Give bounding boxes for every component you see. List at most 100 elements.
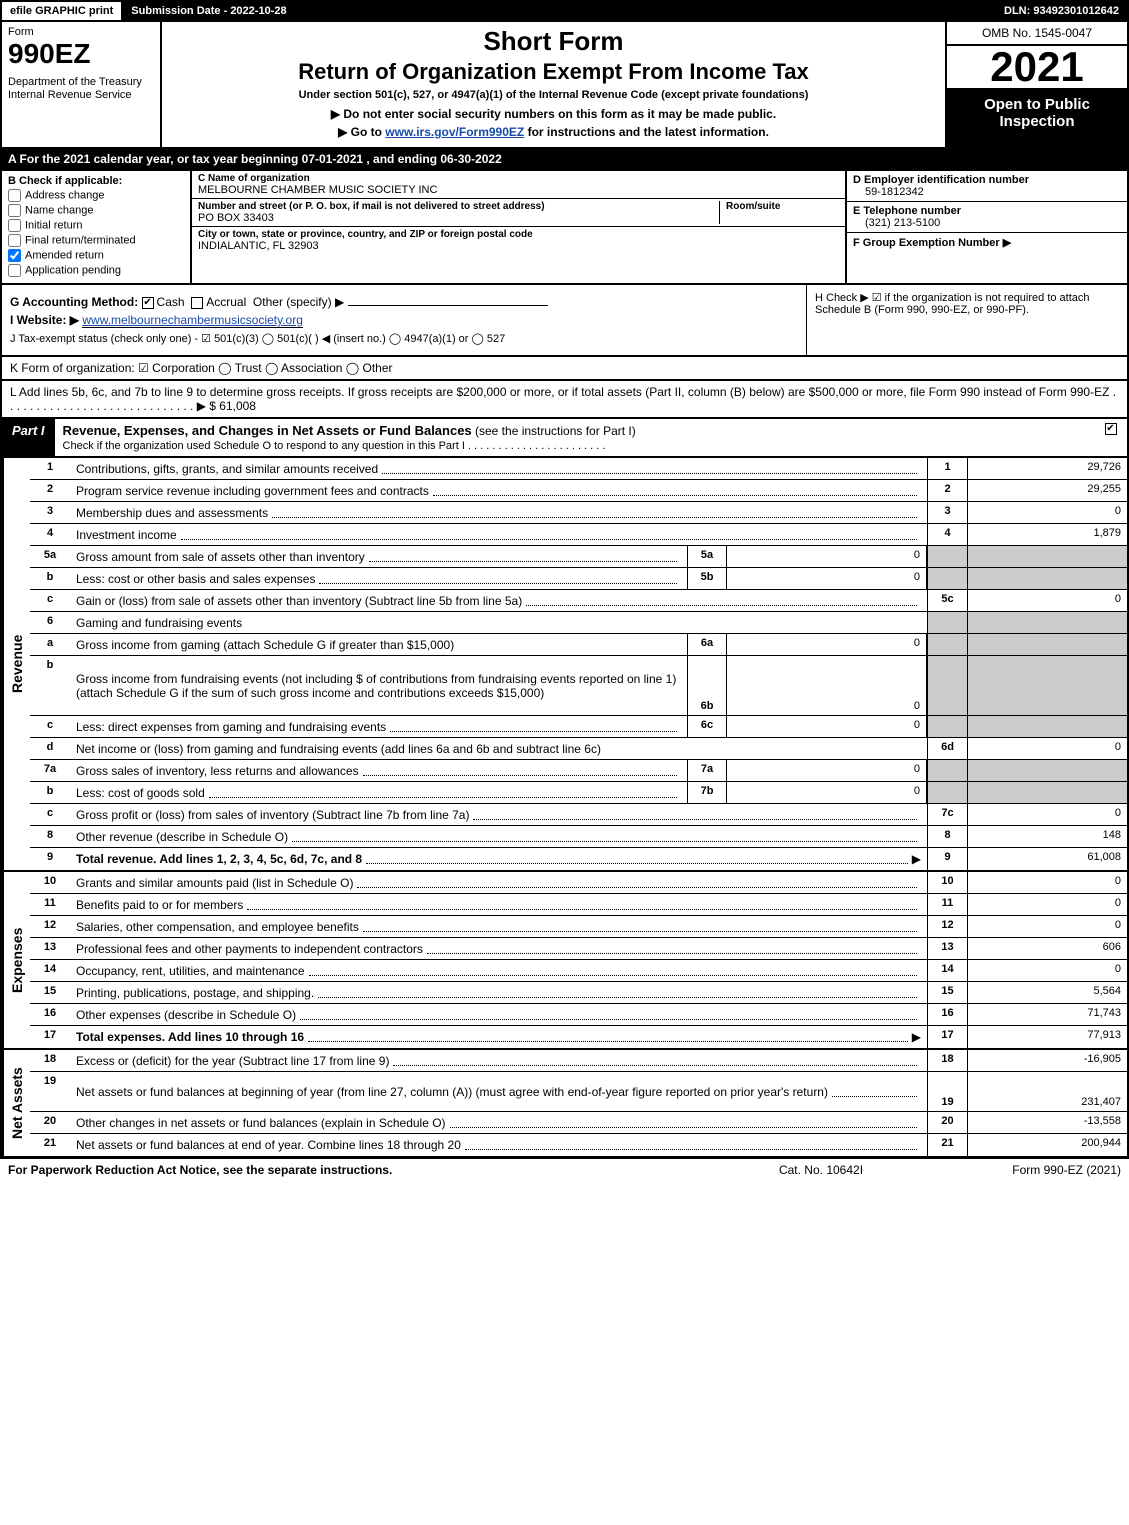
val-2: 29,255: [967, 480, 1127, 501]
val-18: -16,905: [967, 1050, 1127, 1071]
other-specify-input[interactable]: [348, 305, 548, 306]
part-1-tab: Part I: [2, 419, 55, 456]
net-assets-section: Net Assets 18Excess or (deficit) for the…: [2, 1048, 1127, 1156]
chk-address-change[interactable]: Address change: [8, 189, 184, 202]
section-d: D Employer identification number 59-1812…: [847, 171, 1127, 202]
val-14: 0: [967, 960, 1127, 981]
val-9: 61,008: [967, 848, 1127, 870]
form-header: Form 990EZ Department of the Treasury In…: [0, 22, 1129, 149]
efile-print[interactable]: efile GRAPHIC print: [2, 2, 123, 20]
line-6d: dNet income or (loss) from gaming and fu…: [30, 738, 1127, 760]
line-7a: 7aGross sales of inventory, less returns…: [30, 760, 1127, 782]
line-19: 19Net assets or fund balances at beginni…: [30, 1072, 1127, 1112]
part-1-header: Part I Revenue, Expenses, and Changes in…: [0, 419, 1129, 458]
vlabel-revenue: Revenue: [2, 458, 30, 870]
org-name: MELBOURNE CHAMBER MUSIC SOCIETY INC: [198, 184, 839, 196]
tax-year: 2021: [947, 46, 1127, 90]
line-15: 15Printing, publications, postage, and s…: [30, 982, 1127, 1004]
line-5a: 5aGross amount from sale of assets other…: [30, 546, 1127, 568]
chk-application-pending[interactable]: Application pending: [8, 264, 184, 277]
val-3: 0: [967, 502, 1127, 523]
paperwork-notice: For Paperwork Reduction Act Notice, see …: [8, 1163, 721, 1177]
val-10: 0: [967, 872, 1127, 893]
subtitle: Under section 501(c), 527, or 4947(a)(1)…: [168, 89, 939, 101]
section-e: E Telephone number (321) 213-5100: [847, 202, 1127, 233]
city-state-zip: INDIALANTIC, FL 32903: [198, 240, 839, 252]
city-cell: City or town, state or province, country…: [192, 227, 845, 254]
val-6d: 0: [967, 738, 1127, 759]
line-1: 1Contributions, gifts, grants, and simil…: [30, 458, 1127, 480]
header-right: OMB No. 1545-0047 2021 Open to Public In…: [947, 22, 1127, 147]
form-label: Form: [8, 26, 154, 38]
part-1-schedule-o-check[interactable]: [1097, 419, 1127, 456]
chk-name-change[interactable]: Name change: [8, 204, 184, 217]
line-14: 14Occupancy, rent, utilities, and mainte…: [30, 960, 1127, 982]
top-bar: efile GRAPHIC print Submission Date - 20…: [0, 0, 1129, 22]
section-h: H Check ▶ ☑ if the organization is not r…: [807, 285, 1127, 355]
val-6a: 0: [727, 634, 927, 655]
address: PO BOX 33403: [198, 212, 719, 224]
dln: DLN: 93492301012642: [996, 2, 1127, 20]
line-2: 2Program service revenue including gover…: [30, 480, 1127, 502]
val-15: 5,564: [967, 982, 1127, 1003]
val-7b: 0: [727, 782, 927, 803]
line-13: 13Professional fees and other payments t…: [30, 938, 1127, 960]
part-1-title: Revenue, Expenses, and Changes in Net As…: [55, 419, 1097, 456]
department: Department of the Treasury Internal Reve…: [8, 76, 154, 102]
line-11: 11Benefits paid to or for members110: [30, 894, 1127, 916]
line-7b: bLess: cost of goods sold7b0: [30, 782, 1127, 804]
line-6: 6Gaming and fundraising events: [30, 612, 1127, 634]
val-21: 200,944: [967, 1134, 1127, 1156]
page-footer: For Paperwork Reduction Act Notice, see …: [0, 1158, 1129, 1181]
revenue-section: Revenue 1Contributions, gifts, grants, a…: [2, 458, 1127, 870]
chk-cash[interactable]: [142, 297, 154, 309]
block-bcdef: B Check if applicable: Address change Na…: [0, 171, 1129, 285]
section-i: I Website: ▶ www.melbournechambermusicso…: [10, 313, 798, 328]
note-goto: ▶ Go to www.irs.gov/Form990EZ for instru…: [168, 125, 939, 139]
line-21: 21Net assets or fund balances at end of …: [30, 1134, 1127, 1156]
org-name-cell: C Name of organization MELBOURNE CHAMBER…: [192, 171, 845, 199]
col-gij: G Accounting Method: Cash Accrual Other …: [2, 285, 807, 355]
vlabel-expenses: Expenses: [2, 872, 30, 1048]
form-ref: Form 990-EZ (2021): [921, 1163, 1121, 1177]
val-13: 606: [967, 938, 1127, 959]
chk-initial-return[interactable]: Initial return: [8, 219, 184, 232]
irs-link[interactable]: www.irs.gov/Form990EZ: [385, 125, 524, 139]
line-6a: aGross income from gaming (attach Schedu…: [30, 634, 1127, 656]
val-5b: 0: [727, 568, 927, 589]
row-a-tax-year: A For the 2021 calendar year, or tax yea…: [0, 149, 1129, 171]
line-17: 17Total expenses. Add lines 10 through 1…: [30, 1026, 1127, 1048]
arrow-icon: ▶: [912, 1030, 921, 1044]
cat-no: Cat. No. 10642I: [721, 1163, 921, 1177]
header-left: Form 990EZ Department of the Treasury In…: [2, 22, 162, 147]
website-link[interactable]: www.melbournechambermusicsociety.org: [82, 313, 303, 328]
header-middle: Short Form Return of Organization Exempt…: [162, 22, 947, 147]
val-4: 1,879: [967, 524, 1127, 545]
val-5c: 0: [967, 590, 1127, 611]
val-20: -13,558: [967, 1112, 1127, 1133]
block-ghij: G Accounting Method: Cash Accrual Other …: [0, 285, 1129, 357]
part-1-grid: Revenue 1Contributions, gifts, grants, a…: [0, 458, 1129, 1158]
line-6c: cLess: direct expenses from gaming and f…: [30, 716, 1127, 738]
line-10: 10Grants and similar amounts paid (list …: [30, 872, 1127, 894]
section-j: J Tax-exempt status (check only one) - ☑…: [10, 332, 798, 345]
line-16: 16Other expenses (describe in Schedule O…: [30, 1004, 1127, 1026]
line-5b: bLess: cost or other basis and sales exp…: [30, 568, 1127, 590]
line-6b: bGross income from fundraising events (n…: [30, 656, 1127, 716]
line-5c: cGain or (loss) from sale of assets othe…: [30, 590, 1127, 612]
val-6c: 0: [727, 716, 927, 737]
val-19: 231,407: [967, 1072, 1127, 1111]
val-8: 148: [967, 826, 1127, 847]
val-7a: 0: [727, 760, 927, 781]
address-cell: Number and street (or P. O. box, if mail…: [192, 199, 845, 227]
chk-accrual[interactable]: [191, 297, 203, 309]
submission-date: Submission Date - 2022-10-28: [123, 2, 296, 20]
val-6b: 0: [727, 656, 927, 715]
chk-amended-return[interactable]: Amended return: [8, 249, 184, 262]
chk-final-return[interactable]: Final return/terminated: [8, 234, 184, 247]
open-inspection: Open to Public Inspection: [947, 90, 1127, 147]
line-20: 20Other changes in net assets or fund ba…: [30, 1112, 1127, 1134]
section-c: C Name of organization MELBOURNE CHAMBER…: [192, 171, 847, 283]
line-9: 9Total revenue. Add lines 1, 2, 3, 4, 5c…: [30, 848, 1127, 870]
title-return: Return of Organization Exempt From Incom…: [168, 59, 939, 85]
